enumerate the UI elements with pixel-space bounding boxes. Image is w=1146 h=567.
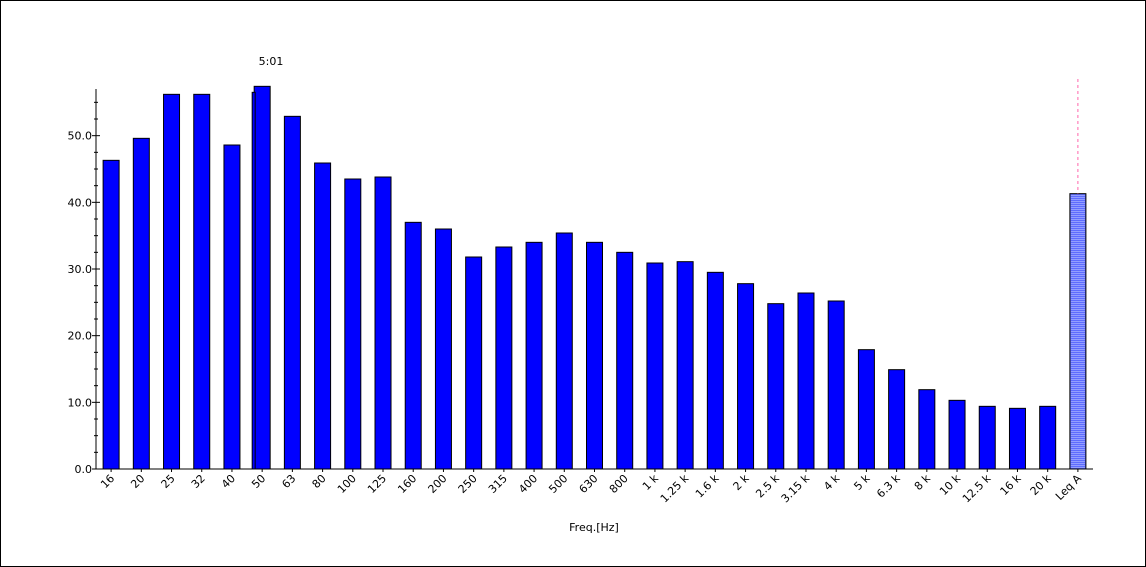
bar-8k xyxy=(918,389,936,470)
x-tick-label: 8 k xyxy=(912,471,934,493)
x-tick-label: 125 xyxy=(365,472,389,496)
y-tick-label: 10.0 xyxy=(68,396,93,409)
bar-1k xyxy=(646,262,664,470)
x-tick-label: 63 xyxy=(279,472,298,491)
bar-800 xyxy=(616,251,634,470)
x-tick-label: 32 xyxy=(189,472,208,491)
highlight-label: 5:01 xyxy=(259,55,284,68)
x-tick-label: 1.6 k xyxy=(693,471,722,500)
bar-315 xyxy=(495,246,513,470)
x-tick-label: 1.25 k xyxy=(658,471,692,505)
y-tick-labels: 0.0 10.0 20.0 30.0 40.0 50.0 xyxy=(68,130,93,476)
bar-10k xyxy=(948,399,966,470)
bar-200 xyxy=(434,228,452,470)
x-tick-label: 250 xyxy=(456,472,480,496)
bar-630 xyxy=(586,241,603,470)
highlight-marker xyxy=(251,91,256,470)
x-tick-label: 16 k xyxy=(998,471,1025,498)
x-tick-label: 5 k xyxy=(851,471,873,493)
bar-250 xyxy=(465,256,483,470)
x-tick-label: 50 xyxy=(249,472,268,491)
x-tick-label: 20 xyxy=(128,472,147,491)
bar-1_6k xyxy=(706,271,724,470)
y-tick-label: 20.0 xyxy=(68,330,93,343)
bar-160 xyxy=(404,221,422,470)
bar-5k xyxy=(857,349,875,470)
x-tick-label: 40 xyxy=(219,472,238,491)
bar-100 xyxy=(344,178,362,470)
bar-500 xyxy=(555,232,573,470)
x-tick-label: 3.15 k xyxy=(779,471,813,505)
x-tick-label: 2 k xyxy=(731,471,753,493)
bar-4k xyxy=(827,300,845,470)
bars xyxy=(102,79,1087,470)
bar-3_15k xyxy=(797,292,815,470)
bar-2_5k xyxy=(767,303,785,470)
x-tick-label: 800 xyxy=(607,472,631,496)
x-tick-label: 4 k xyxy=(821,471,843,493)
bar-63 xyxy=(283,115,301,470)
bar-20 xyxy=(132,137,150,470)
x-tick-label: 400 xyxy=(516,472,540,496)
x-tick-label: 160 xyxy=(395,472,419,496)
x-tick-label: 200 xyxy=(426,472,450,496)
bar-12_5k xyxy=(978,405,996,470)
y-tick-label: 0.0 xyxy=(75,463,93,476)
x-tick-label: 25 xyxy=(159,472,178,491)
x-tick-label: 500 xyxy=(546,472,570,496)
bar-40 xyxy=(223,144,241,470)
x-tick-label: 20 k xyxy=(1028,471,1055,498)
y-tick-label: 40.0 xyxy=(68,196,93,209)
x-tick-label: 6.3 k xyxy=(874,471,903,500)
bar-1_25k xyxy=(676,261,694,470)
bar-2k xyxy=(737,283,755,470)
y-tick-label: 30.0 xyxy=(68,263,93,276)
x-tick-label: 100 xyxy=(335,472,359,496)
x-tick-label: 10 k xyxy=(937,471,964,498)
x-tick-label: 315 xyxy=(486,472,510,496)
x-tick-label: 16 xyxy=(98,472,117,491)
x-tick-label: 80 xyxy=(310,472,329,491)
x-tick-label: 1 k xyxy=(640,471,662,493)
bar-16 xyxy=(102,159,120,470)
bar-125 xyxy=(374,176,392,470)
bar-25 xyxy=(163,93,181,470)
x-tick-label: 630 xyxy=(577,472,601,496)
y-tick-label: 50.0 xyxy=(68,130,93,143)
x-tick-label: Leq A xyxy=(1053,472,1084,503)
x-tick-label: 12.5 k xyxy=(960,471,994,505)
bar-32 xyxy=(193,93,211,470)
x-axis-label: Freq.[Hz] xyxy=(569,521,619,534)
bar-50 xyxy=(253,85,271,470)
bar-80 xyxy=(314,162,332,470)
bar-400 xyxy=(525,241,543,470)
bar-20k xyxy=(1039,405,1057,470)
bar-6_3k xyxy=(888,369,906,470)
bar-16k xyxy=(1008,407,1026,470)
x-tick-labels: 16 20 25 32 40 50 63 80 100 125 160 200 250 315 400 500… xyxy=(98,471,1084,505)
